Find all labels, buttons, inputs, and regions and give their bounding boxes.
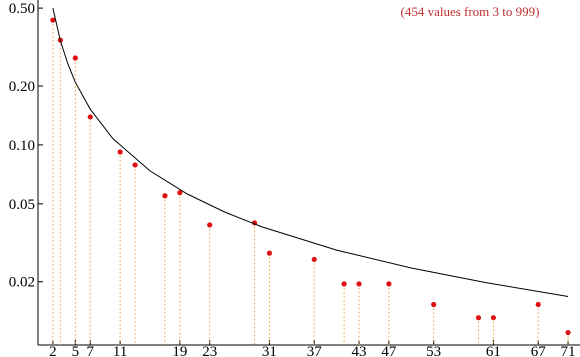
point xyxy=(490,315,496,321)
y-tick-label: 0.10 xyxy=(9,138,35,154)
point xyxy=(162,193,168,199)
point xyxy=(117,149,123,155)
x-tick-label: 7 xyxy=(87,344,95,357)
point xyxy=(431,301,437,308)
y-tick-label: 0.05 xyxy=(9,197,35,213)
x-tick-label: 53 xyxy=(426,344,441,357)
annotation: (454 values from 3 to 999) xyxy=(400,4,539,19)
point xyxy=(87,114,93,120)
x-tick-label: 61 xyxy=(486,344,501,357)
x-tick-label: 5 xyxy=(72,344,80,357)
point xyxy=(535,301,541,308)
x-tick-label: 2 xyxy=(49,344,57,357)
x-tick-label: 43 xyxy=(352,344,367,357)
point xyxy=(132,162,138,168)
point xyxy=(386,281,392,287)
x-tick-label: 71 xyxy=(561,344,576,357)
x-tick-label: 37 xyxy=(307,344,323,357)
point xyxy=(50,17,56,23)
point xyxy=(311,256,317,263)
point xyxy=(177,190,183,196)
point xyxy=(266,250,273,256)
y-tick-label: 0.20 xyxy=(9,79,35,95)
y-tick-label: 0.02 xyxy=(9,275,35,291)
curve xyxy=(52,7,569,297)
point xyxy=(565,329,571,336)
point xyxy=(341,281,347,287)
y-tick-label: 0.50 xyxy=(9,1,35,17)
point xyxy=(356,281,362,287)
x-tick-label: 23 xyxy=(202,344,217,357)
point xyxy=(72,55,78,61)
point xyxy=(475,315,482,321)
x-tick-label: 11 xyxy=(113,344,127,357)
x-tick-label: 31 xyxy=(262,344,277,357)
x-tick-label: 47 xyxy=(381,344,397,357)
x-tick-label: 19 xyxy=(172,344,187,357)
point xyxy=(207,222,213,228)
x-tick-label: 67 xyxy=(531,344,547,357)
